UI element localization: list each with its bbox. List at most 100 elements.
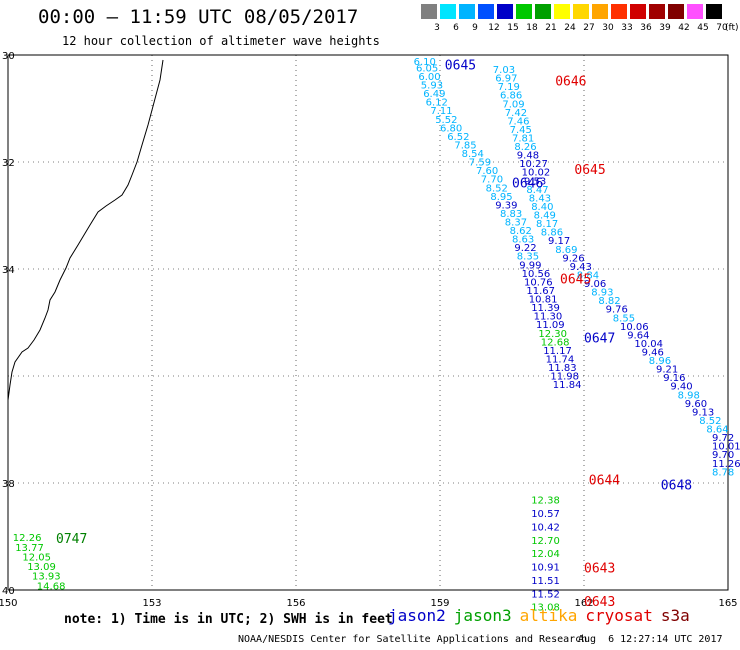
swh-value: 7.85 bbox=[454, 140, 476, 151]
color-scale-swatch bbox=[554, 4, 570, 19]
swh-value: 7.46 bbox=[507, 116, 529, 127]
color-scale-label: 21 bbox=[545, 23, 557, 33]
swh-value: 10.91 bbox=[531, 563, 560, 574]
legend-entry-jason2: jason2 bbox=[388, 606, 446, 625]
swh-value: 8.78 bbox=[712, 467, 734, 478]
swh-value: 11.67 bbox=[526, 286, 555, 297]
swh-value: 9.22 bbox=[514, 243, 536, 254]
time-tag: 0646 bbox=[555, 75, 586, 90]
legend-entry-altika: altika bbox=[519, 606, 578, 625]
swh-value: 12.30 bbox=[538, 329, 567, 340]
swh-value: 7.42 bbox=[505, 108, 527, 119]
swh-value: 9.13 bbox=[692, 407, 714, 418]
longitude-tick-label: 159 bbox=[430, 598, 449, 609]
swh-value: 8.47 bbox=[526, 185, 548, 196]
time-tag: 0645 bbox=[445, 59, 476, 74]
swh-value: 8.84 bbox=[577, 270, 599, 281]
swh-value: 11.51 bbox=[531, 576, 560, 587]
swh-observations: 6.106.056.005.936.496.127.115.526.806.52… bbox=[13, 57, 740, 614]
swh-value: 8.52 bbox=[486, 183, 508, 194]
longitude-tick-label: 162 bbox=[574, 598, 593, 609]
longitude-tick-label: 156 bbox=[286, 598, 305, 609]
color-scale-swatch bbox=[573, 4, 589, 19]
legend-entry-cryosat: cryosat bbox=[585, 606, 653, 625]
footer-note: note: 1) Time is in UTC; 2) SWH is in fe… bbox=[64, 612, 393, 627]
swh-value: 7.60 bbox=[476, 166, 498, 177]
color-scale-swatch bbox=[421, 4, 437, 19]
swh-value: 8.17 bbox=[536, 219, 558, 230]
swh-value: 11.52 bbox=[531, 589, 560, 600]
swh-value: 12.70 bbox=[531, 536, 560, 547]
legend-entry-s3a: s3a bbox=[660, 606, 690, 625]
swh-value: 8.93 bbox=[591, 288, 613, 299]
time-tag: 0643 bbox=[584, 595, 615, 610]
swh-value: 8.52 bbox=[699, 416, 721, 427]
color-scale-swatch bbox=[497, 4, 513, 19]
swh-value: 9.46 bbox=[642, 348, 664, 359]
swh-value: 8.95 bbox=[490, 192, 512, 203]
swh-value: 12.26 bbox=[13, 533, 42, 544]
color-scale-label: 45 bbox=[697, 23, 709, 33]
color-scale-label: 3 bbox=[434, 23, 440, 33]
swh-value: 11.30 bbox=[534, 312, 563, 323]
swh-value: 11.74 bbox=[546, 354, 575, 365]
color-scale-swatch bbox=[516, 4, 532, 19]
swh-value: 8.49 bbox=[534, 211, 556, 222]
swh-value: 6.86 bbox=[500, 91, 522, 102]
latitude-tick-label: 34 bbox=[2, 265, 15, 276]
color-scale-swatch bbox=[611, 4, 627, 19]
swh-value: 10.02 bbox=[522, 168, 551, 179]
color-scale-label: 33 bbox=[621, 23, 633, 33]
swh-value: 9.72 bbox=[712, 433, 734, 444]
longitude-tick-label: 165 bbox=[718, 598, 737, 609]
swh-value: 7.59 bbox=[469, 158, 491, 169]
swh-value: 6.10 bbox=[414, 57, 436, 68]
color-scale-label: 27 bbox=[583, 23, 595, 33]
swh-value: 8.63 bbox=[512, 235, 534, 246]
color-scale-label: 15 bbox=[507, 23, 519, 33]
swh-value: 8.55 bbox=[613, 313, 635, 324]
swh-value: 9.70 bbox=[712, 450, 734, 461]
color-scale-label: 30 bbox=[602, 23, 614, 33]
time-tag: 0646 bbox=[512, 176, 543, 191]
swh-value: 8.82 bbox=[598, 296, 620, 307]
swh-value: 10.42 bbox=[531, 522, 560, 533]
swh-value: 9.43 bbox=[570, 262, 592, 273]
color-scale-swatch bbox=[649, 4, 665, 19]
swh-value: 7.70 bbox=[481, 175, 503, 186]
swh-value: 8.37 bbox=[505, 218, 527, 229]
swh-value: 9.39 bbox=[495, 200, 517, 211]
swh-value: 9.26 bbox=[562, 253, 584, 264]
swh-value: 10.76 bbox=[524, 277, 553, 288]
color-scale-swatch bbox=[535, 4, 551, 19]
swh-value: 11.83 bbox=[548, 363, 577, 374]
coastline bbox=[7, 59, 164, 415]
swh-value: 8.35 bbox=[517, 252, 539, 263]
swh-value: 9.53 bbox=[524, 176, 546, 187]
longitude-tick-labels: 150 153 156 159 162 165 bbox=[0, 598, 738, 609]
swh-value: 10.81 bbox=[529, 295, 558, 306]
color-scale-swatch bbox=[478, 4, 494, 19]
swh-value: 14.68 bbox=[37, 581, 66, 592]
color-scale-swatch bbox=[687, 4, 703, 19]
color-scale-label: 6 bbox=[453, 23, 459, 33]
longitude-tick-label: 153 bbox=[142, 598, 161, 609]
swh-value: 8.96 bbox=[649, 356, 671, 367]
swh-value: 7.45 bbox=[510, 125, 532, 136]
color-scale-label: 24 bbox=[564, 23, 576, 33]
swh-value: 6.97 bbox=[495, 74, 517, 85]
swh-value: 10.01 bbox=[712, 442, 740, 453]
swh-value: 11.17 bbox=[543, 346, 572, 357]
swh-value: 12.04 bbox=[531, 549, 560, 560]
swh-value: 13.09 bbox=[27, 562, 56, 573]
latitude-tick-label: 32 bbox=[2, 158, 15, 169]
swh-value: 6.52 bbox=[447, 132, 469, 143]
swh-value: 13.93 bbox=[32, 572, 61, 583]
swh-value: 8.54 bbox=[462, 149, 484, 160]
swh-value: 5.93 bbox=[421, 81, 443, 92]
swh-value: 6.05 bbox=[416, 63, 438, 74]
latitude-tick-label: 38 bbox=[2, 479, 15, 490]
swh-value: 9.16 bbox=[663, 373, 685, 384]
swh-value: 6.80 bbox=[440, 123, 462, 134]
time-tag: 0645 bbox=[574, 163, 605, 178]
